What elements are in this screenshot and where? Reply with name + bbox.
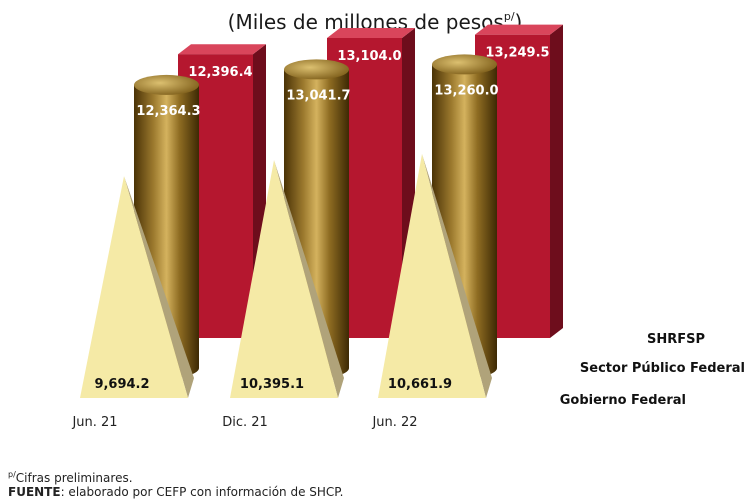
gf-pyramid-3 — [378, 153, 492, 398]
gf-pyramid-front — [230, 160, 338, 398]
shrfsp-bar-top — [327, 28, 415, 38]
gf-pyramid-front — [378, 153, 486, 398]
footnote-text: Cifras preliminares. — [15, 471, 133, 485]
legend-gobierno-federal: Gobierno Federal — [560, 393, 686, 408]
gf-pyramid-1 — [80, 176, 194, 398]
shrfsp-bar-top — [178, 44, 266, 55]
source-label: FUENTE — [8, 485, 61, 499]
spf-cylinder-top — [432, 54, 497, 75]
spf-value-label: 13,041.7 — [286, 88, 350, 103]
footnote-preliminary: p/Cifras preliminares. — [8, 470, 133, 485]
spf-cylinder-top — [284, 59, 349, 80]
shrfsp-bar-top — [475, 24, 563, 35]
category-label-dic-21: Dic. 21 — [222, 415, 268, 430]
chart-title-superscript: p/ — [503, 10, 515, 23]
shrfsp-bar-side — [550, 24, 563, 339]
shrfsp-value-label: 13,249.5 — [485, 46, 549, 61]
legend-shrfsp: SHRFSP — [647, 332, 705, 347]
gf-pyramid-2 — [230, 160, 344, 398]
shrfsp-value-label: 12,396.4 — [188, 65, 252, 80]
spf-cylinder-top — [134, 74, 199, 95]
footnote-source: FUENTE: elaborado por CEFP con informaci… — [8, 485, 344, 499]
gf-pyramid-side — [124, 176, 194, 398]
gf-pyramid-side — [422, 153, 492, 398]
gf-value-label: 10,395.1 — [240, 377, 304, 392]
gf-pyramid-front — [80, 176, 188, 398]
spf-value-label: 12,364.3 — [136, 104, 200, 119]
category-label-jun-22: Jun. 22 — [371, 415, 417, 430]
gf-pyramid-side — [274, 160, 344, 398]
category-label-jun-21: Jun. 21 — [71, 415, 117, 430]
gf-value-label: 9,694.2 — [94, 377, 149, 392]
gf-value-label: 10,661.9 — [388, 377, 452, 392]
shrfsp-value-label: 13,104.0 — [337, 49, 401, 64]
spf-value-label: 13,260.0 — [434, 83, 498, 98]
footnote-sup: p/ — [8, 470, 16, 479]
source-text: : elaborado por CEFP con información de … — [60, 485, 344, 499]
legend-sector-publico-federal: Sector Público Federal — [580, 361, 745, 376]
